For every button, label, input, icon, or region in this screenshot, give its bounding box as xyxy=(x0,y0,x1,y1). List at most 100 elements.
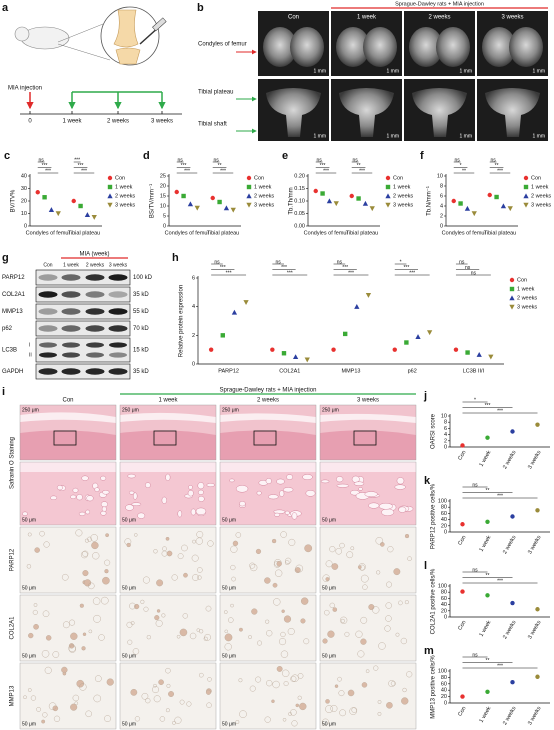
image-border xyxy=(119,594,217,662)
cell xyxy=(84,538,89,543)
cell xyxy=(239,627,243,632)
cell xyxy=(153,549,158,554)
data-point xyxy=(369,206,375,212)
blot-band xyxy=(39,352,57,358)
cell xyxy=(42,712,48,718)
cell xyxy=(330,704,338,712)
y-tick-label: 20 xyxy=(441,694,447,700)
y-tick-label: 60 xyxy=(441,596,447,602)
data-point xyxy=(427,330,433,336)
plateau xyxy=(485,88,540,137)
y-tick-label: 0 xyxy=(444,700,447,706)
y-axis-label: Tb.N/mm⁻¹ xyxy=(427,186,433,216)
zoom-line xyxy=(57,23,104,43)
cell xyxy=(378,642,386,650)
data-point xyxy=(187,201,194,207)
cell xyxy=(79,603,84,608)
cell xyxy=(235,720,240,724)
y-tick-label: 20 xyxy=(441,523,447,529)
significance-label: ns xyxy=(472,652,478,658)
cell xyxy=(189,632,197,640)
data-point xyxy=(485,593,490,598)
cell xyxy=(48,702,57,710)
cell xyxy=(393,568,401,576)
cell xyxy=(27,532,32,537)
significance-label: ** xyxy=(495,163,499,169)
x-tick-label: Con xyxy=(457,620,467,632)
lane-label: 2 weeks xyxy=(86,262,105,268)
legend-marker xyxy=(509,277,515,283)
cell xyxy=(235,532,242,538)
cell xyxy=(304,544,313,553)
blot-band xyxy=(38,368,58,375)
cell xyxy=(249,562,256,569)
x-tick-label: 2 weeks xyxy=(502,535,517,556)
cell xyxy=(171,574,178,581)
cell xyxy=(265,619,270,624)
x-tick-label: Condyles of femur xyxy=(442,230,487,236)
cell xyxy=(72,487,79,493)
cell xyxy=(288,538,296,546)
cell xyxy=(351,707,358,713)
cell xyxy=(295,703,300,708)
legend-marker xyxy=(509,286,515,292)
x-tick-label: PARP12 xyxy=(218,368,239,374)
cell xyxy=(174,716,182,724)
y-tick-label: 5 xyxy=(163,213,166,219)
legend-label: 3 weeks xyxy=(517,304,537,310)
cell xyxy=(39,530,45,537)
cell xyxy=(290,709,297,716)
cell xyxy=(357,650,365,658)
cell xyxy=(340,616,348,624)
data-point xyxy=(392,347,397,352)
legend-marker xyxy=(246,175,252,181)
data-point xyxy=(356,196,361,201)
cell xyxy=(56,485,63,491)
knee-bone xyxy=(113,9,139,48)
cell xyxy=(186,701,192,707)
scale-label: 50 μm xyxy=(322,721,336,727)
row-label: Safranin O Staining xyxy=(10,437,16,489)
y-tick-label: 40 xyxy=(441,602,447,608)
cell xyxy=(168,691,174,697)
cell xyxy=(334,684,339,688)
cell xyxy=(305,490,316,497)
cell xyxy=(104,715,111,722)
cell xyxy=(23,695,27,700)
x-tick-label: Con xyxy=(457,450,467,462)
y-axis-label: BS/TV/mm⁻¹ xyxy=(150,184,156,218)
cell xyxy=(126,621,133,628)
scale-label: 50 μm xyxy=(122,585,136,591)
legend-marker xyxy=(523,175,529,181)
y-tick-label: 4 xyxy=(192,304,195,310)
cell xyxy=(272,582,278,588)
cell xyxy=(50,495,58,500)
scale-label: 50 μm xyxy=(322,653,336,659)
cell xyxy=(278,638,287,646)
data-point xyxy=(453,347,459,352)
data-point xyxy=(485,435,490,440)
cell xyxy=(325,699,330,704)
scale-label: 50 μm xyxy=(122,653,136,659)
data-point xyxy=(535,508,540,513)
data-point xyxy=(208,347,214,352)
cell xyxy=(100,501,108,508)
y-tick-label: 60 xyxy=(441,511,447,517)
data-point xyxy=(210,195,215,201)
data-point xyxy=(471,211,477,217)
blot-band xyxy=(108,368,128,375)
y-tick-label: 10 xyxy=(160,203,166,209)
data-point xyxy=(55,211,61,217)
panel-label: d xyxy=(143,150,150,162)
surface xyxy=(20,462,116,472)
isoform-label: II xyxy=(29,352,32,358)
cell xyxy=(134,603,140,610)
legend-marker xyxy=(509,295,515,301)
significance-label: *** xyxy=(226,270,232,276)
blot-strip xyxy=(35,337,131,363)
cell xyxy=(188,485,193,490)
x-tick-label: COL2A1 xyxy=(279,368,300,374)
blot-band xyxy=(108,325,128,332)
size-label: 70 kD xyxy=(133,326,149,332)
cell xyxy=(281,609,285,613)
